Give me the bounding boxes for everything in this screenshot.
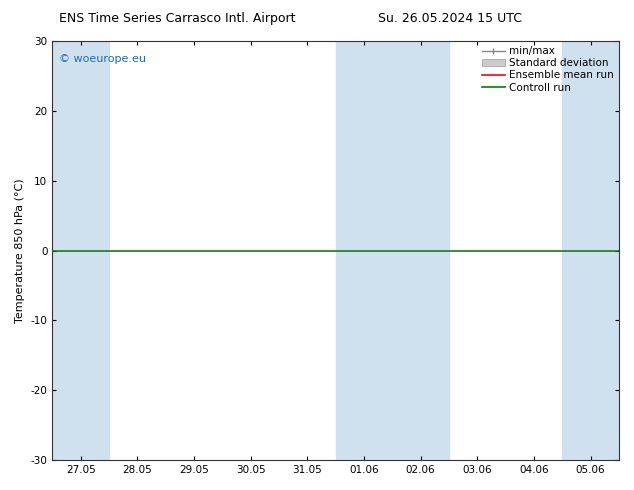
Text: Su. 26.05.2024 15 UTC: Su. 26.05.2024 15 UTC bbox=[378, 12, 522, 25]
Y-axis label: Temperature 850 hPa (°C): Temperature 850 hPa (°C) bbox=[15, 178, 25, 323]
Legend: min/max, Standard deviation, Ensemble mean run, Controll run: min/max, Standard deviation, Ensemble me… bbox=[480, 44, 616, 95]
Text: © woeurope.eu: © woeurope.eu bbox=[59, 53, 146, 64]
Bar bbox=[52, 41, 109, 460]
Bar bbox=[335, 41, 449, 460]
Bar bbox=[562, 41, 619, 460]
Text: ENS Time Series Carrasco Intl. Airport: ENS Time Series Carrasco Intl. Airport bbox=[59, 12, 296, 25]
